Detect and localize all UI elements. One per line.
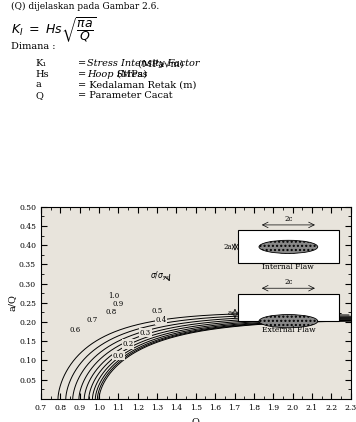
Text: 2a: 2a [223, 243, 232, 251]
Text: 0.5: 0.5 [151, 307, 163, 315]
Text: Hoop Stress: Hoop Stress [87, 70, 148, 78]
Y-axis label: a/Q: a/Q [7, 295, 16, 311]
Text: 0.6: 0.6 [69, 326, 80, 334]
Text: K₁: K₁ [36, 59, 47, 68]
Text: a: a [36, 80, 41, 89]
FancyBboxPatch shape [238, 230, 339, 263]
Text: $\sigma/\sigma_{ys}$: $\sigma/\sigma_{ys}$ [150, 270, 171, 283]
Text: Internal Flaw: Internal Flaw [262, 263, 314, 271]
Text: a: a [227, 309, 232, 317]
Text: $K_I\ =\ Hs\sqrt{\dfrac{\pi a}{Q}}$: $K_I\ =\ Hs\sqrt{\dfrac{\pi a}{Q}}$ [11, 16, 97, 46]
Text: 0.2: 0.2 [122, 340, 134, 348]
Text: 0.8: 0.8 [106, 308, 117, 316]
Text: 0.3: 0.3 [140, 329, 151, 337]
Text: 0.7: 0.7 [87, 316, 98, 325]
Text: = Kedalaman Retak (m): = Kedalaman Retak (m) [78, 80, 197, 89]
Text: 0.9: 0.9 [113, 300, 124, 308]
Text: Stress Intensity Factor: Stress Intensity Factor [87, 59, 200, 68]
Text: 0.0: 0.0 [113, 352, 124, 360]
Text: 1.0: 1.0 [108, 292, 119, 300]
Text: =: = [78, 59, 90, 68]
Text: 2c: 2c [284, 278, 293, 286]
Ellipse shape [259, 240, 318, 254]
Text: = Parameter Cacat: = Parameter Cacat [78, 91, 173, 100]
Text: =: = [78, 70, 90, 78]
Text: External Flaw: External Flaw [262, 326, 315, 334]
Text: (Q) dijelaskan pada Gambar 2.6.: (Q) dijelaskan pada Gambar 2.6. [11, 2, 159, 11]
Text: 2c: 2c [284, 215, 293, 223]
Text: (MPa√m): (MPa√m) [135, 59, 184, 68]
Text: 0.4: 0.4 [155, 316, 167, 325]
Ellipse shape [259, 314, 318, 328]
Text: Q: Q [36, 91, 43, 100]
Text: (MPa): (MPa) [114, 70, 147, 78]
Text: Dimana :: Dimana : [11, 42, 55, 51]
FancyBboxPatch shape [238, 294, 339, 321]
X-axis label: Q: Q [192, 417, 200, 422]
Text: Hs: Hs [36, 70, 49, 78]
